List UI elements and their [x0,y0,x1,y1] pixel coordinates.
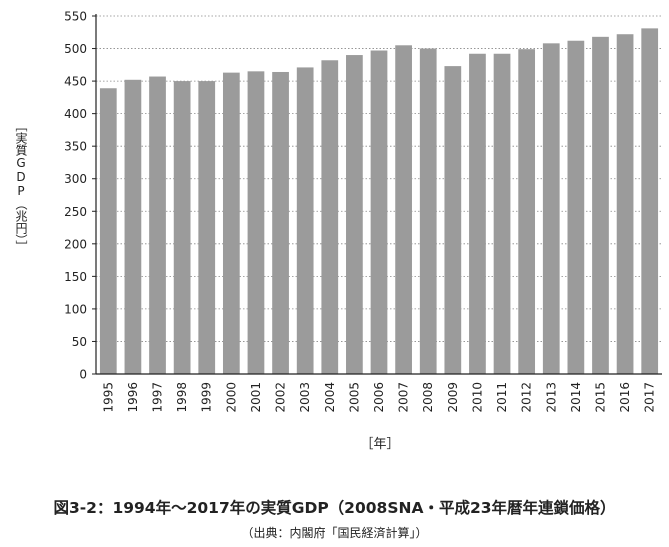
figure-title: 図3-2：1994年～2017年の実質GDP（2008SNA・平成23年暦年連鎖… [53,499,616,517]
x-tick-label-2001: 2001 [249,382,263,413]
y-tick-label-200: 200 [64,237,87,251]
bar-2014 [567,40,585,374]
x-tick-label-2017: 2017 [643,382,657,413]
bar-2000 [222,72,240,374]
x-tick-label-2007: 2007 [397,382,411,413]
x-tick-label-1999: 1999 [200,382,214,413]
x-tick-label-2012: 2012 [520,382,534,413]
x-tick-labels: 1995 1996 1997 1998 1999 2000 2001 2002 2003 2004… [101,382,656,413]
bar-2009 [444,66,462,375]
bar-2010 [469,53,486,375]
x-tick-label-2010: 2010 [470,382,484,413]
y-tick-labels: 0 50 100 150 200 250 300 350 400 450 500 550 [64,10,87,382]
bar-2007 [395,45,412,375]
x-tick-label-2002: 2002 [274,382,288,413]
x-tick-label-2013: 2013 [544,382,558,413]
bar-1997 [149,76,166,374]
x-tick-label-1995: 1995 [101,382,115,413]
bar-2013 [542,43,560,374]
bar-1999 [198,81,216,374]
y-tick-label-500: 500 [64,42,87,56]
bar-2011 [493,53,511,375]
y-tick-label-0: 0 [79,368,87,382]
bar-2012 [518,49,536,375]
bar-2004 [321,60,339,375]
figure-source: （出典：内閣府「国民経済計算」） [241,526,428,540]
bar-2017 [641,28,659,374]
x-tick-label-2000: 2000 [224,382,238,413]
y-axis-label: ［実質GDP（兆円）］ [14,120,28,252]
x-tick-label-2005: 2005 [347,382,361,413]
bar-1998 [173,81,191,374]
x-tick-label-2016: 2016 [618,382,632,413]
x-tick-label-2015: 2015 [593,382,607,413]
bar-1995 [99,88,117,374]
x-tick-label-2004: 2004 [323,382,337,413]
y-tick-label-550: 550 [64,10,87,24]
y-tick-label-450: 450 [64,75,87,89]
x-tick-label-2008: 2008 [421,382,435,413]
bar-2002 [272,71,289,374]
x-tick-label-2003: 2003 [298,382,312,413]
bar-1996 [124,79,142,374]
x-tick-label-2014: 2014 [569,382,583,413]
y-tick-label-150: 150 [64,270,87,284]
y-tick-label-100: 100 [64,302,87,316]
y-tick-label-50: 50 [72,335,87,349]
x-tick-label-1998: 1998 [175,382,189,413]
bar-2015 [592,36,609,374]
x-tick-label-2011: 2011 [495,382,509,413]
bar-2003 [296,67,314,375]
bar-2016 [616,34,634,374]
x-tick-label-2009: 2009 [446,382,460,413]
axes [92,14,662,375]
y-tick-label-350: 350 [64,140,87,154]
x-tick-label-1997: 1997 [151,382,165,413]
y-tick-label-300: 300 [64,172,87,186]
x-tick-label-2006: 2006 [372,382,386,413]
y-tick-label-250: 250 [64,205,87,219]
bars [99,28,659,375]
bar-2006 [370,50,388,375]
x-tick-label-1996: 1996 [126,382,140,413]
bar-2001 [247,71,265,374]
bar-2008 [419,48,437,374]
x-axis-label: ［年］ [360,437,400,452]
y-tick-label-400: 400 [64,107,87,121]
bar-2005 [346,55,363,375]
